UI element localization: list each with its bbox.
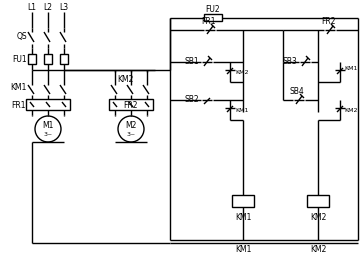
Text: SB4: SB4 [290,87,305,95]
Text: FR1: FR1 [11,101,25,110]
Text: FU1: FU1 [13,56,27,65]
Bar [28,54,36,64]
Text: M2: M2 [125,122,137,131]
Text: SB2: SB2 [185,95,199,104]
Bar [204,14,222,21]
Text: KM2: KM2 [117,74,133,83]
Text: FR2: FR2 [321,16,335,26]
Text: KM1: KM1 [235,109,248,113]
Text: KM1: KM1 [235,246,251,254]
Text: SB3: SB3 [282,58,297,67]
Bar [109,99,153,110]
Text: M1: M1 [42,122,54,131]
Text: KM1: KM1 [235,214,251,222]
Text: FU2: FU2 [206,5,220,15]
Text: KM1: KM1 [344,67,357,71]
Text: L2: L2 [44,4,52,13]
Text: KM1: KM1 [10,82,26,91]
Text: FR1: FR1 [202,16,216,26]
Text: 3~: 3~ [126,132,136,136]
Text: FR2: FR2 [124,101,138,110]
Text: L1: L1 [28,4,36,13]
Text: KM2: KM2 [235,70,249,76]
Bar [307,195,329,207]
Bar [44,54,52,64]
Text: KM2: KM2 [310,246,326,254]
Text: QS: QS [17,31,27,40]
Bar [26,99,70,110]
Text: SB1: SB1 [185,58,199,67]
Text: 3~: 3~ [43,132,53,136]
Bar [60,54,68,64]
Text: KM2: KM2 [310,214,326,222]
Text: L3: L3 [59,4,68,13]
Text: KM2: KM2 [344,109,357,113]
Bar [232,195,254,207]
